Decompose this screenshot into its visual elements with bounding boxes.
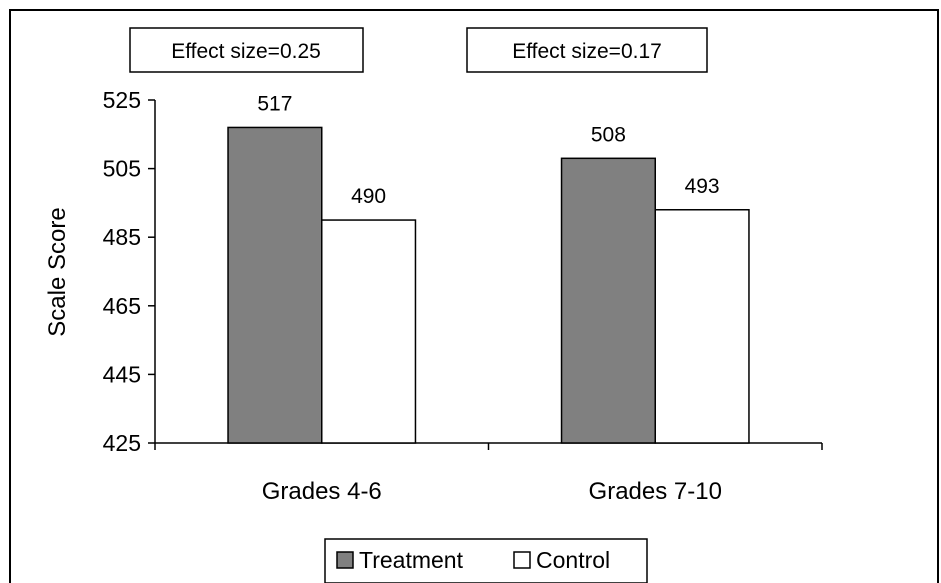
x-tick-label: Grades 7-10 (589, 478, 722, 505)
y-tick-label: 425 (103, 430, 141, 456)
y-tick-label: 445 (103, 361, 141, 387)
bar-control (321, 219, 417, 444)
legend-label-treatment: Treatment (359, 547, 464, 573)
x-tick-label: Grades 4-6 (262, 478, 382, 505)
bar-treatment (227, 126, 323, 444)
chart-border (9, 9, 939, 583)
y-tick-label: 485 (103, 224, 141, 250)
data-label: 508 (591, 123, 626, 146)
legend-swatch-control (513, 551, 531, 569)
annotation-1: Effect size=0.25 (171, 40, 321, 63)
data-label: 493 (685, 175, 720, 198)
data-label: 490 (351, 185, 386, 208)
data-label: 517 (257, 92, 292, 115)
data-labels: 517 490 508 493 (257, 92, 719, 208)
y-tick-label: 505 (103, 156, 141, 182)
y-axis-label: Scale Score (44, 207, 71, 336)
annotation-box-1 (129, 27, 364, 73)
bar-treatment (560, 157, 656, 444)
effect-size-annotations: Effect size=0.25 Effect size=0.17 (129, 27, 708, 73)
legend-label-control: Control (536, 547, 610, 573)
y-tick-label: 465 (103, 293, 141, 319)
bar-control (654, 209, 750, 444)
bars (227, 126, 750, 444)
legend-box (324, 538, 648, 583)
annotation-box-2 (466, 27, 708, 73)
annotation-2: Effect size=0.17 (512, 40, 662, 63)
legend: Treatment Control (324, 538, 648, 583)
y-tick-label: 525 (103, 87, 141, 113)
legend-swatch-treatment (336, 551, 354, 569)
